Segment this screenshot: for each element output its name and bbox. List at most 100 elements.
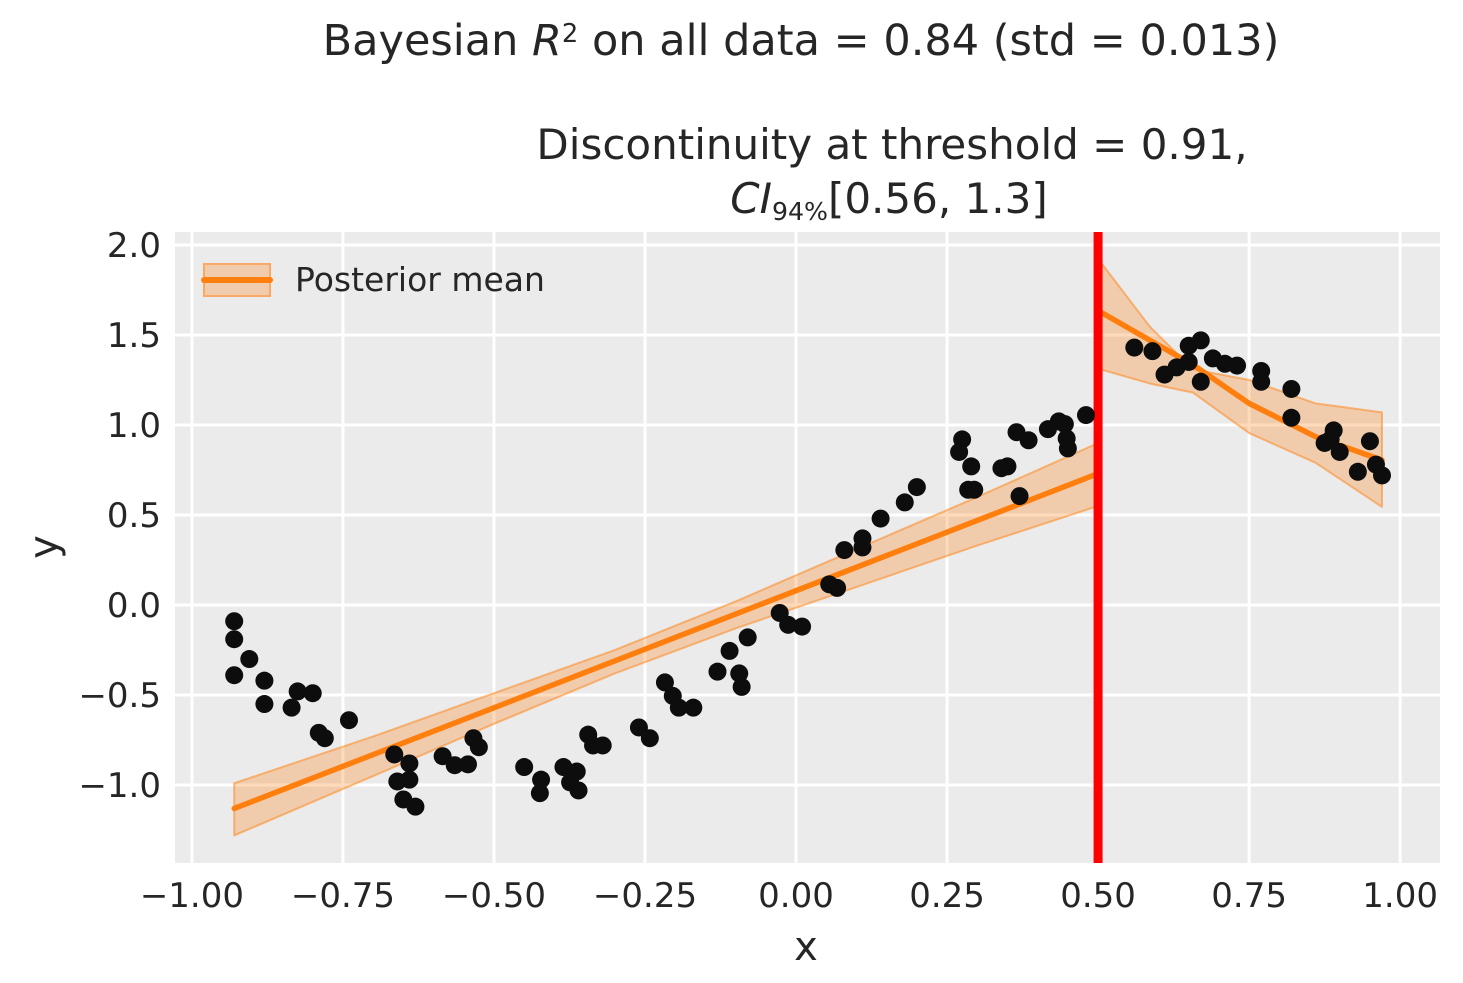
y-tick-label: 2.0 xyxy=(107,226,161,266)
scatter-point xyxy=(1373,466,1392,485)
y-tick-label: 1.5 xyxy=(107,316,161,356)
main-title-superscript: 2 xyxy=(561,19,579,50)
scatter-point xyxy=(1282,408,1301,427)
scatter-point xyxy=(828,578,847,597)
scatter-point xyxy=(730,664,749,683)
scatter-point xyxy=(1055,415,1074,434)
scatter-point xyxy=(515,758,534,777)
legend-line-icon xyxy=(201,276,273,283)
scatter-point xyxy=(684,698,703,717)
scatter-point xyxy=(738,628,757,647)
x-tick-label: 0.50 xyxy=(1060,876,1136,916)
main-title: Bayesian R2 on all data = 0.84 (std = 0.… xyxy=(323,16,1280,66)
scatter-point xyxy=(469,738,488,757)
scatter-point xyxy=(1360,432,1379,451)
scatter-point xyxy=(1179,352,1198,371)
scatter-point xyxy=(400,770,419,789)
scatter-point xyxy=(1282,379,1301,398)
scatter-point xyxy=(655,673,674,692)
x-tick-label: −0.25 xyxy=(593,876,697,916)
y-tick-label: 0.5 xyxy=(107,496,161,536)
posterior-mean-left xyxy=(231,470,1101,812)
scatter-point xyxy=(965,480,984,499)
scatter-point xyxy=(1252,372,1271,391)
scatter-point xyxy=(732,677,751,696)
scatter-point xyxy=(567,762,586,781)
scatter-point xyxy=(255,671,274,690)
scatter-point xyxy=(835,541,854,560)
scatter-point xyxy=(225,612,244,631)
main-title-rest: on all data = 0.84 (std = 0.013) xyxy=(578,16,1280,66)
x-axis-label: x xyxy=(794,924,818,970)
scatter-point xyxy=(1058,439,1077,458)
scatter-point xyxy=(1348,462,1367,481)
x-tick-label: 0.25 xyxy=(909,876,985,916)
scatter-point xyxy=(962,457,981,476)
scatter-point xyxy=(1330,442,1349,461)
scatter-point xyxy=(339,711,358,730)
legend: Posterior mean xyxy=(201,260,545,299)
scatter-point xyxy=(240,650,259,669)
scatter-point xyxy=(853,538,872,557)
x-tick-label: 0.75 xyxy=(1211,876,1287,916)
legend-label: Posterior mean xyxy=(295,260,545,299)
x-tick-label: −0.75 xyxy=(291,876,395,916)
scatter-point xyxy=(793,617,812,636)
scatter-point xyxy=(950,442,969,461)
scatter-point xyxy=(1019,431,1038,450)
scatter-point xyxy=(1143,342,1162,361)
legend-band-swatch xyxy=(201,262,273,297)
main-title-variable: R xyxy=(532,16,562,66)
ci-label: CI xyxy=(730,174,772,223)
scatter-point xyxy=(708,662,727,681)
scatter-point xyxy=(1010,487,1029,506)
scatter-point xyxy=(315,729,334,748)
main-title-prefix: Bayesian xyxy=(322,16,533,66)
ci-subscript: 94% xyxy=(771,197,828,227)
axes-background xyxy=(175,232,1440,863)
ci-interval: [0.56, 1.3] xyxy=(827,174,1048,223)
x-tick-label: −1.00 xyxy=(140,876,244,916)
scatter-point xyxy=(458,755,477,774)
y-axis-label: y xyxy=(21,535,67,559)
scatter-point xyxy=(907,478,926,497)
scatter-point xyxy=(1125,338,1144,357)
scatter-point xyxy=(532,770,551,789)
scatter-point xyxy=(400,754,419,773)
scatter-point xyxy=(998,457,1017,476)
scatter-point xyxy=(871,509,890,528)
scatter-point xyxy=(669,698,688,717)
x-tick-label: 0.00 xyxy=(758,876,834,916)
scatter-point xyxy=(1076,406,1095,425)
scatter-point xyxy=(225,666,244,685)
scatter-point xyxy=(640,729,659,748)
scatter-point xyxy=(445,756,464,775)
scatter-point xyxy=(1191,331,1210,350)
y-tick-label: 1.0 xyxy=(107,406,161,446)
y-tick-label: 0.0 xyxy=(107,586,161,626)
scatter-point xyxy=(1315,433,1334,452)
scatter-point xyxy=(406,797,425,816)
scatter-point xyxy=(282,698,301,717)
scatter-point xyxy=(593,736,612,755)
y-tick-label: −0.5 xyxy=(78,676,161,716)
scatter-point xyxy=(303,684,322,703)
subtitle-line2: CI94%[0.56, 1.3] xyxy=(730,174,1048,227)
scatter-point xyxy=(720,641,739,660)
scatter-point xyxy=(385,745,404,764)
scatter-point xyxy=(530,784,549,803)
y-tick-label: −1.0 xyxy=(78,766,161,806)
scatter-point xyxy=(288,682,307,701)
scatter-point xyxy=(569,781,588,800)
subtitle-line1: Discontinuity at threshold = 0.91, xyxy=(536,120,1248,169)
scatter-point xyxy=(779,615,798,634)
x-tick-label: 1.00 xyxy=(1362,876,1438,916)
scatter-point xyxy=(255,695,274,714)
scatter-point xyxy=(895,493,914,512)
x-tick-label: −0.50 xyxy=(442,876,546,916)
scatter-point xyxy=(1228,356,1247,375)
scatter-point xyxy=(1191,372,1210,391)
scatter-point xyxy=(225,630,244,649)
